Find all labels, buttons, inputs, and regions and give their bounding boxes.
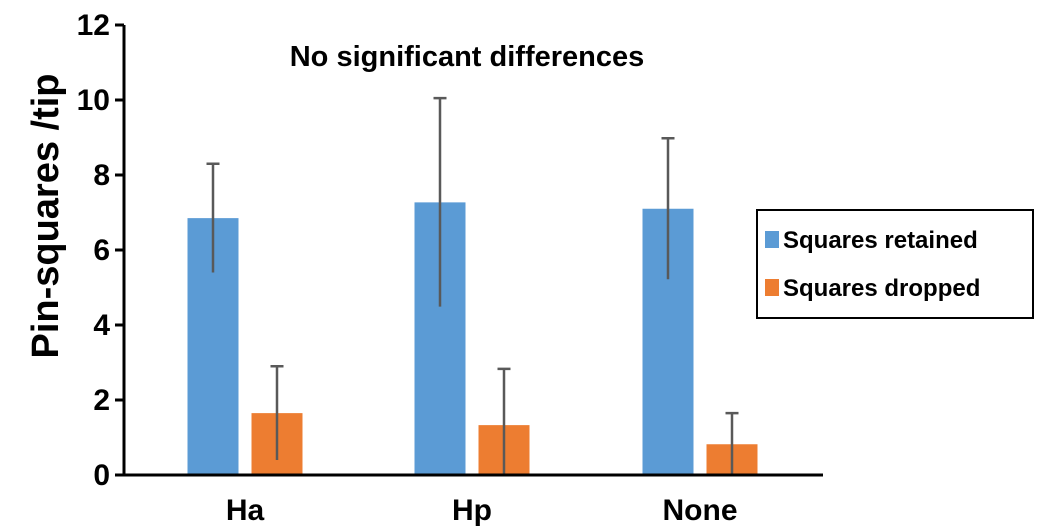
y-tick-label: 8 (93, 159, 110, 192)
y-tick-label: 2 (93, 384, 110, 417)
axes: Ha Hp None 0 2 4 6 8 10 12 (77, 9, 823, 527)
legend-label: Squares retained (783, 227, 978, 254)
bars-layer (187, 202, 758, 475)
y-tick-label: 10 (77, 84, 110, 117)
x-tick-label: Ha (226, 494, 265, 527)
y-tick-label: 6 (93, 234, 110, 267)
legend-swatch-squares-retained (765, 231, 779, 248)
chart-annotation: No significant differences (290, 41, 645, 73)
error-bars-layer (206, 96, 739, 475)
y-tick-label: 4 (93, 309, 110, 342)
y-tick-label: 12 (77, 9, 110, 42)
legend-label: Squares dropped (783, 275, 980, 302)
legend-box (756, 209, 1034, 319)
y-axis-label: Pin-squares /tip (25, 73, 67, 358)
x-tick-label: None (663, 494, 738, 527)
legend-swatch-squares-dropped (765, 279, 779, 296)
x-tick-label: Hp (452, 494, 492, 527)
y-tick-label: 0 (93, 459, 110, 492)
legend: Squares retained Squares dropped (756, 209, 1034, 319)
